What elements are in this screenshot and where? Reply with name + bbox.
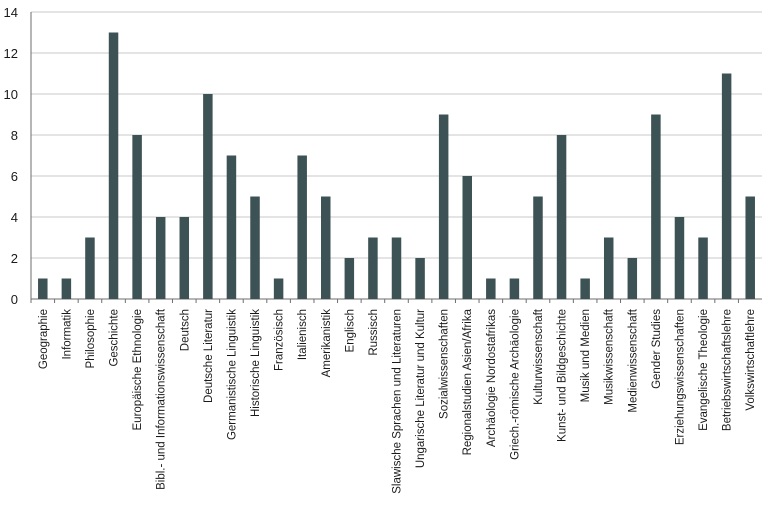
x-tick-label: Betriebswirtschaftslehre [722,309,734,431]
bar [556,135,567,299]
bar [85,237,95,299]
x-tick-label: Slawische Sprachen und Literaturen [392,309,404,494]
bar [203,94,213,299]
x-tick-label: Philosophie [85,309,97,368]
x-tick-label: Italienisch [297,309,309,360]
y-tick-label: 0 [11,292,18,307]
bar [273,278,284,299]
x-tick-label: Sozialwissenschaften [439,309,451,419]
x-tick-label: Ungarische Literatur und Kultur [415,309,427,468]
y-tick-label: 4 [11,210,18,225]
x-tick-label: Französisch [274,309,286,371]
bar [179,217,190,299]
bars [30,32,755,303]
x-axis-labels: Geographie Informatik Philosophie Geschicht… [38,308,757,494]
y-tick-label: 14 [4,5,18,20]
bar [698,237,708,299]
x-tick-label: Kunst- und Bildgeschichte [557,309,569,442]
x-tick-label: Volkswirtschaftlehre [745,309,757,411]
bar [38,278,48,299]
bar [462,176,472,299]
x-tick-label: Geographie [38,309,50,369]
bar [486,278,496,299]
x-tick-label: Amerikanistik [321,309,333,378]
x-tick-label: Deutsche Literatur [203,309,215,403]
bar [108,32,119,299]
bar [627,258,638,299]
bar [61,278,72,299]
bar [674,217,685,299]
bar [391,237,402,299]
x-tick-label: Informatik [61,309,73,360]
bar [651,114,661,299]
x-tick-label: Griech.-römische Archäologie [509,309,521,460]
y-tick-label: 6 [11,169,18,184]
bar [745,196,755,299]
bar [415,258,425,299]
x-tick-label: Regionalstudien Asien/Afrika [462,308,474,455]
gridlines [31,11,762,300]
bar [344,258,355,299]
x-tick-label: Musikwissenschaft [604,308,616,405]
y-tick-label: 10 [4,87,18,102]
y-tick-label: 12 [4,46,18,61]
x-tick-label: Kulturwissenschaft [533,308,545,405]
x-tick-label: Archäologie Nordostafrikas [486,309,498,447]
x-tick-label: Deutsch [179,309,191,351]
x-tick-label: Musik und Medien [580,309,592,402]
y-tick-label: 2 [11,251,18,266]
bar [132,135,142,299]
bar [321,196,331,299]
x-tick-label: Evangelische Theologie [698,309,710,431]
x-tick-label: Medienwissenschaft [627,308,639,412]
x-tick-label: Germanistische Linguistik [226,309,238,440]
x-tick-label: Geschichte [109,309,121,367]
x-tick-label: Erziehungswissenschaften [674,309,686,445]
x-tick-label: Europäische Ethnologie [132,309,144,430]
bar [438,114,449,299]
bar [250,196,260,299]
y-tick-label: 8 [11,128,18,143]
bar [226,155,237,299]
x-tick-label: Russisch [368,309,380,356]
x-tick-label: Englisch [344,309,356,352]
bar [368,237,378,299]
x-tick-label: Gender Studies [651,309,663,389]
bar [155,217,166,299]
bar [721,73,732,299]
bar [580,278,590,299]
bar [297,155,307,299]
bar [603,237,614,299]
x-tick-label: Bibl.- und Informationswissenschaft [156,308,168,490]
bar [509,278,520,299]
bar [533,196,543,299]
x-tick-label: Historische Linguistik [250,309,262,417]
